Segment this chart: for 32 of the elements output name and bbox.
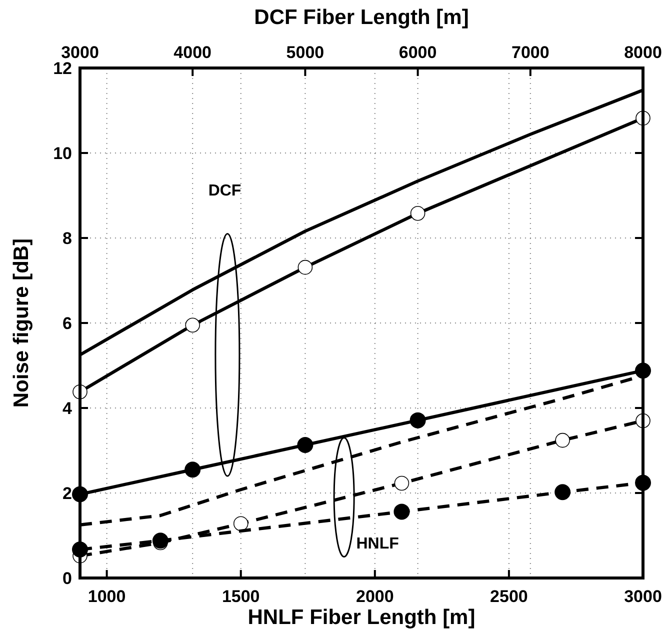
x-tick-label: 2500 xyxy=(490,587,528,606)
y-tick-label: 10 xyxy=(53,144,72,163)
x-tick-label: 1500 xyxy=(222,587,260,606)
x-tick-label: 3000 xyxy=(624,587,662,606)
x-tick-label: 1000 xyxy=(88,587,126,606)
x-tick-label: 2000 xyxy=(356,587,394,606)
point xyxy=(410,412,426,428)
x2-axis-title: DCF Fiber Length [m] xyxy=(254,6,469,29)
x2-tick-label: 8000 xyxy=(624,43,662,62)
x2-tick-label: 7000 xyxy=(511,43,550,62)
x2-tick-label: 4000 xyxy=(174,43,212,62)
point xyxy=(394,476,410,491)
point xyxy=(394,504,410,520)
y-tick-label: 12 xyxy=(53,59,72,78)
point xyxy=(233,516,248,531)
x-axis-title: HNLF Fiber Length [m] xyxy=(248,606,476,629)
y-tick-label: 8 xyxy=(62,229,72,248)
x2-tick-label: 5000 xyxy=(286,43,324,62)
annotation: HNLF xyxy=(356,535,400,552)
x2-tick-label: 6000 xyxy=(398,43,437,62)
point xyxy=(554,484,571,500)
y-tick-label: 0 xyxy=(62,569,72,588)
y-tick-label: 4 xyxy=(62,399,73,418)
point xyxy=(152,532,168,549)
annotation: DCF xyxy=(208,182,242,200)
point xyxy=(297,436,314,453)
x2-tick-label: 3000 xyxy=(61,43,99,62)
y-tick-label: 2 xyxy=(62,484,72,503)
y-axis-title: Noise figure [dB] xyxy=(10,238,33,408)
point xyxy=(184,462,201,478)
point xyxy=(555,432,570,448)
y-tick-label: 6 xyxy=(62,314,72,333)
